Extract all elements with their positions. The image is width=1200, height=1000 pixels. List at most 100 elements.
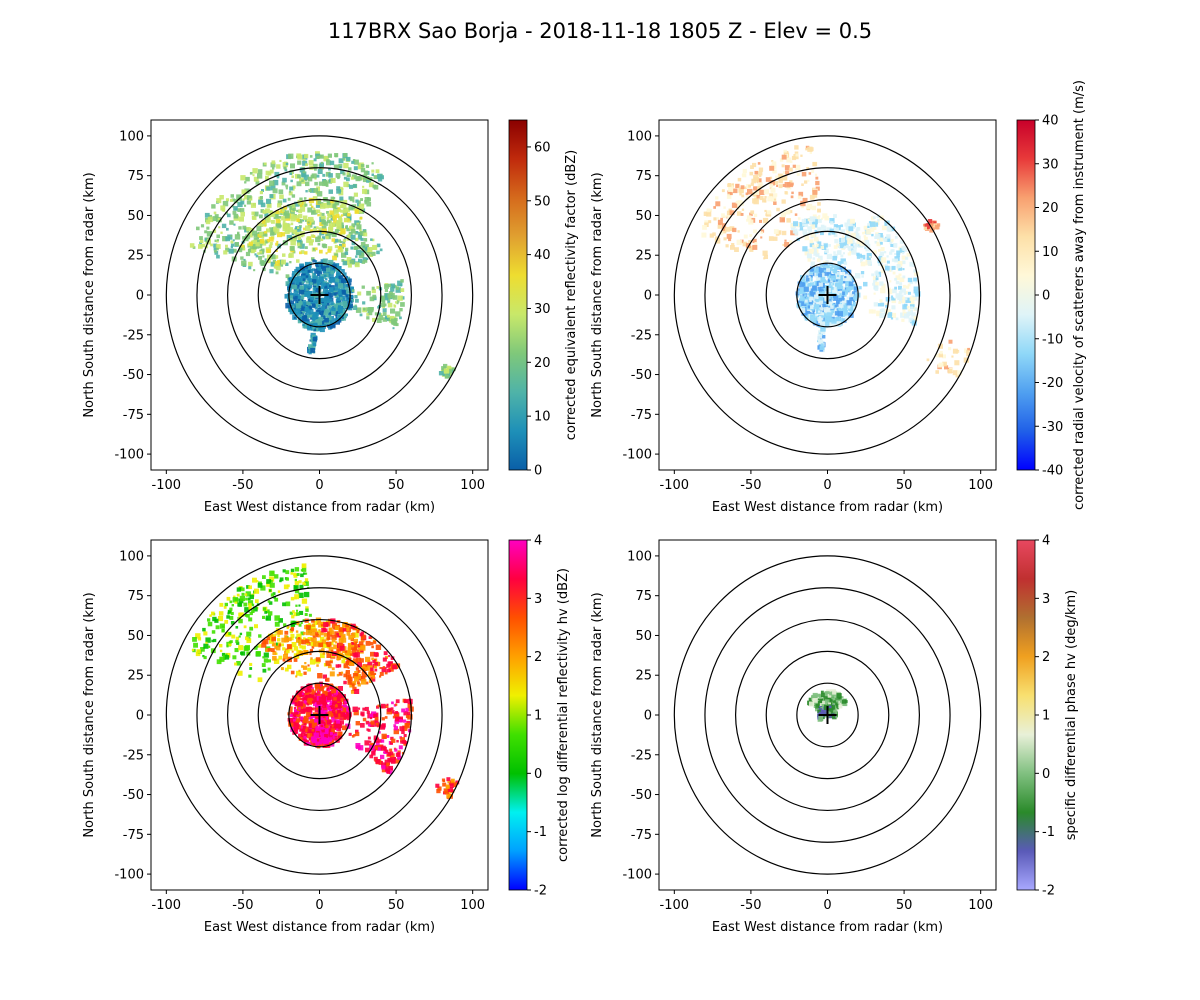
echo-cell xyxy=(792,164,796,168)
echo-cell xyxy=(438,371,444,376)
echo-cell xyxy=(880,287,886,294)
echo-cell xyxy=(330,277,336,282)
echo-cell xyxy=(230,234,233,237)
echo-cell xyxy=(325,171,331,177)
echo-cell xyxy=(300,573,304,578)
echo-cell xyxy=(901,318,905,322)
echo-cell xyxy=(756,194,761,199)
echo-cell xyxy=(797,195,802,200)
echo-cell xyxy=(294,301,298,305)
echo-cell xyxy=(908,317,914,323)
echo-region xyxy=(341,224,383,268)
echo-cell xyxy=(269,242,273,246)
echo-cell xyxy=(297,724,301,727)
echo-cell xyxy=(263,222,267,227)
echo-cell xyxy=(376,705,380,709)
echo-cell xyxy=(329,210,334,215)
echo-cell xyxy=(881,225,887,231)
echo-cell xyxy=(937,343,943,349)
echo-cell xyxy=(246,638,252,643)
echo-cell xyxy=(944,365,949,370)
echo-cell xyxy=(266,203,272,208)
echo-cell xyxy=(362,707,366,711)
echo-cell xyxy=(794,228,797,231)
echo-cell xyxy=(913,277,917,282)
echo-cell xyxy=(257,173,263,179)
echo-cell xyxy=(326,321,331,325)
echo-cell xyxy=(360,665,366,671)
y-tick-label: -50 xyxy=(123,368,144,383)
range-ring xyxy=(165,135,474,455)
echo-cell xyxy=(231,634,236,639)
echo-cell xyxy=(389,770,393,775)
echo-cell xyxy=(390,741,393,745)
echo-cell xyxy=(348,278,352,283)
echo-cell xyxy=(399,726,405,732)
echo-cell xyxy=(899,247,905,253)
echo-cell xyxy=(296,242,301,246)
echo-cell xyxy=(298,279,302,283)
echo-cell xyxy=(810,314,813,317)
echo-cell xyxy=(320,727,324,730)
echo-cell xyxy=(912,264,915,267)
echo-cell xyxy=(305,225,311,231)
echo-cell xyxy=(294,567,300,572)
echo-cell xyxy=(448,787,453,792)
echo-cell xyxy=(282,602,286,607)
echo-cell xyxy=(851,249,857,255)
echo-cell xyxy=(311,268,315,272)
echo-cell xyxy=(314,311,319,316)
echo-cell xyxy=(291,642,297,647)
echo-cell xyxy=(828,285,833,290)
echo-cell xyxy=(805,310,810,316)
echo-cell xyxy=(324,728,329,733)
echo-cell xyxy=(842,299,848,305)
echo-cell xyxy=(289,629,293,634)
echo-cell xyxy=(804,299,808,303)
echo-cell xyxy=(307,687,312,693)
echo-cell xyxy=(312,163,318,169)
echo-cell xyxy=(849,292,855,298)
echo-cell xyxy=(817,315,820,318)
echo-cell xyxy=(214,251,219,255)
echo-cell xyxy=(872,226,877,230)
echo-cell xyxy=(310,234,315,238)
echo-cell xyxy=(906,305,910,309)
echo-cell xyxy=(293,730,298,734)
echo-cell xyxy=(237,201,243,208)
echo-cell xyxy=(307,346,312,352)
echo-cell xyxy=(314,682,321,689)
echo-cell xyxy=(369,677,373,681)
echo-cell xyxy=(758,174,762,178)
echo-cell xyxy=(320,621,325,626)
echo-cell xyxy=(314,307,318,310)
echo-cell xyxy=(296,153,302,159)
echo-cell xyxy=(329,641,334,646)
echo-cell xyxy=(443,363,448,369)
echo-cell xyxy=(326,211,329,214)
echo-cell xyxy=(397,295,403,301)
echo-cell xyxy=(942,363,946,367)
echo-cell xyxy=(323,258,328,264)
echo-cell xyxy=(252,230,258,236)
echo-cell xyxy=(313,247,316,251)
echo-cell xyxy=(912,297,916,300)
echo-cell xyxy=(323,698,327,702)
echo-cell xyxy=(342,172,346,176)
echo-cell xyxy=(818,305,824,311)
echo-cell xyxy=(359,633,363,637)
echo-cell xyxy=(370,651,375,657)
echo-cell xyxy=(785,209,791,215)
echo-cell xyxy=(706,208,711,213)
echo-cell xyxy=(245,591,251,597)
echo-cell xyxy=(773,198,776,201)
echo-cell xyxy=(320,291,326,297)
echo-cell xyxy=(865,243,871,249)
echo-cell xyxy=(303,284,308,289)
echo-cell xyxy=(746,184,751,189)
echo-cell xyxy=(336,186,341,191)
echo-cell xyxy=(277,203,282,208)
echo-cell xyxy=(338,163,343,168)
echo-cell xyxy=(831,287,834,290)
echo-cell xyxy=(846,296,851,301)
